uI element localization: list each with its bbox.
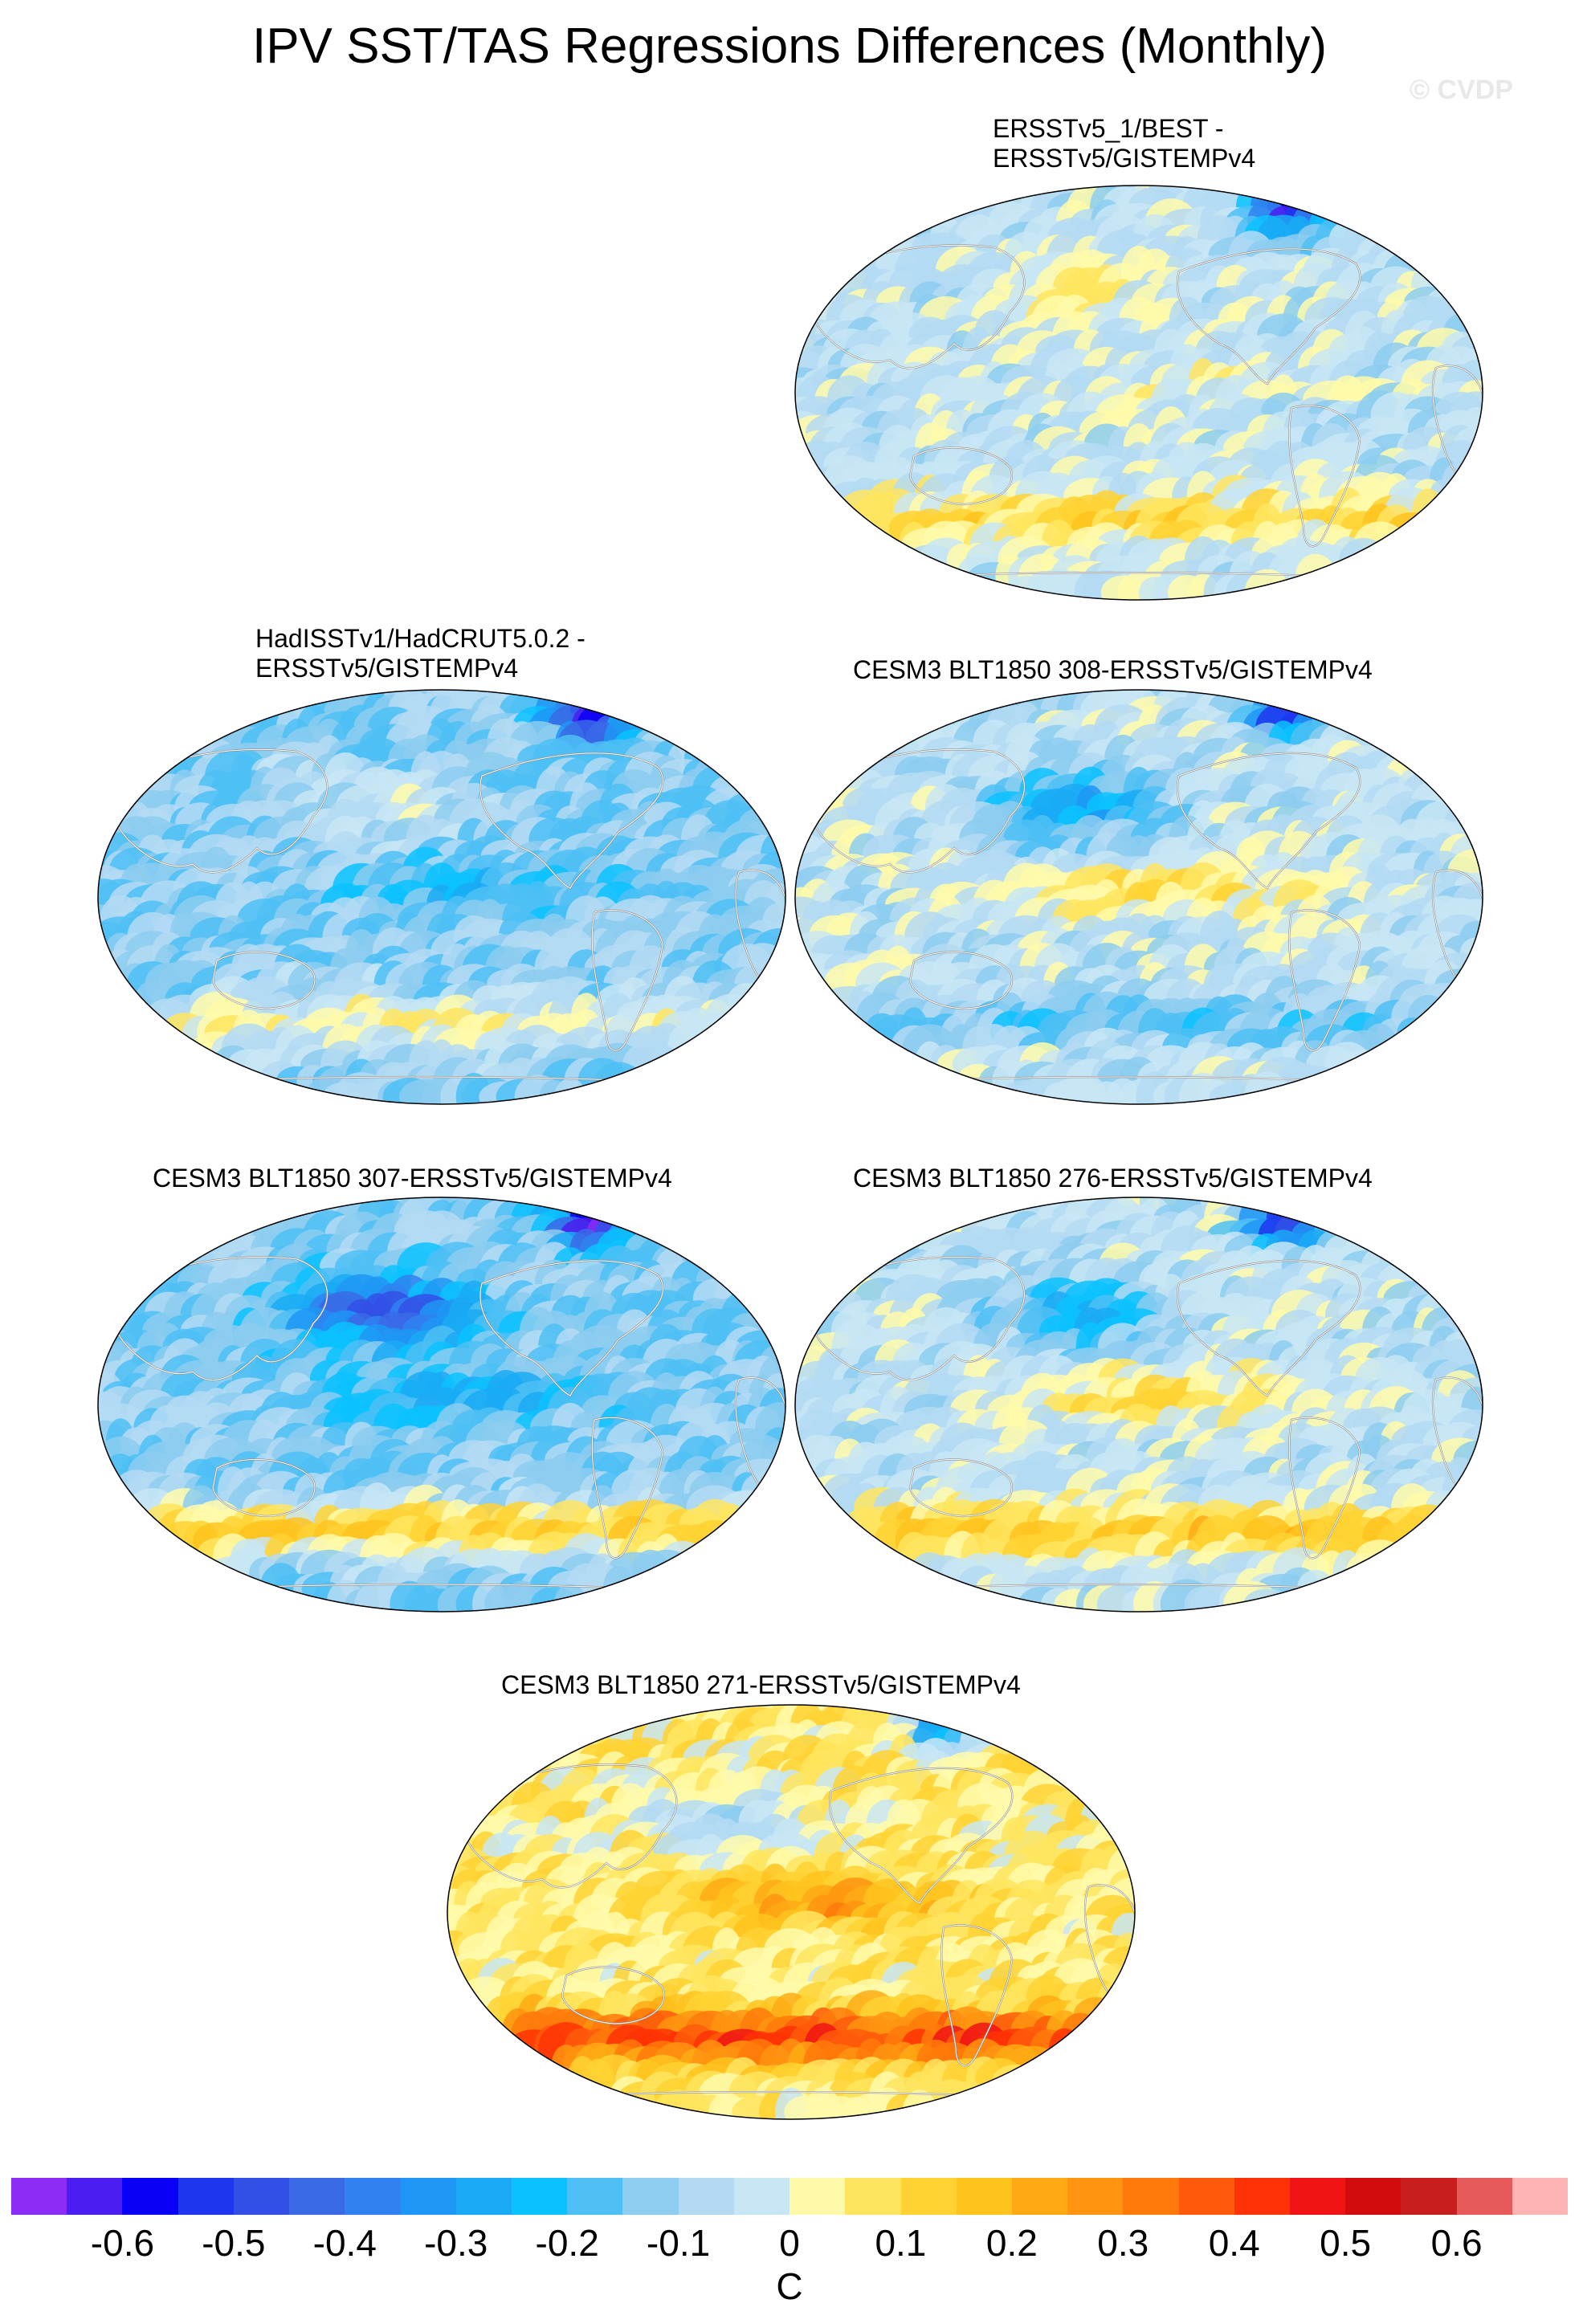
coastline-highlight (212, 951, 316, 1009)
panel-1-title-line1: ERSSTv5_1/BEST - (993, 114, 1224, 143)
panel-1-title: ERSSTv5_1/BEST - ERSSTv5/GISTEMPv4 (993, 114, 1255, 173)
panel-5-title-line1: CESM3 BLT1850 276-ERSSTv5/GISTEMPv4 (853, 1164, 1373, 1193)
field-cell (651, 1046, 683, 1084)
coastline-highlight (1177, 1260, 1361, 1396)
field-cell (602, 1566, 634, 1611)
panel-3-title: CESM3 BLT1850 308-ERSSTv5/GISTEMPv4 (853, 655, 1373, 685)
panel-3-title-line1: CESM3 BLT1850 308-ERSSTv5/GISTEMPv4 (853, 655, 1373, 684)
panel-2-title-line1: HadISSTv1/HadCRUT5.0.2 - (255, 624, 585, 653)
field-cell (1345, 1553, 1382, 1592)
coastline-highlight (1177, 752, 1361, 889)
coastline-highlight (591, 909, 663, 1051)
coastline-highlight (110, 1256, 328, 1380)
coastline-highlight (1177, 248, 1361, 385)
panel-2-map (97, 689, 786, 1105)
coastline-highlight (909, 951, 1013, 1009)
panel-6-title-line1: CESM3 BLT1850 271-ERSSTv5/GISTEMPv4 (501, 1670, 1021, 1699)
field-cell (1297, 1569, 1334, 1608)
field-cell (1408, 994, 1448, 1039)
map-border (794, 1197, 1483, 1613)
panel-2-title-line2: ERSSTv5/GISTEMPv4 (255, 654, 519, 683)
panel-6-title: CESM3 BLT1850 271-ERSSTv5/GISTEMPv4 (501, 1670, 1021, 1700)
coastline-highlight (807, 1256, 1025, 1380)
coastline-highlight (1288, 1417, 1361, 1559)
figure-title: IPV SST/TAS Regressions Differences (Mon… (251, 18, 1328, 74)
coastline-highlight (212, 1458, 316, 1517)
coastline-highlight (807, 244, 1025, 369)
coastline-highlight (1288, 405, 1361, 547)
coastline-highlight (110, 748, 328, 873)
panel-5-title: CESM3 BLT1850 276-ERSSTv5/GISTEMPv4 (853, 1164, 1373, 1193)
panel-5-map (794, 1197, 1483, 1613)
map-border (97, 689, 786, 1105)
cvdp-watermark: © CVDP (1410, 75, 1513, 105)
panel-4-map (97, 1197, 786, 1613)
panel-1-map (794, 185, 1483, 601)
map-border (794, 689, 1483, 1105)
panel-1-title-line2: ERSSTv5/GISTEMPv4 (993, 144, 1256, 173)
coastline-highlight (479, 1260, 663, 1396)
coastline-highlight (591, 1417, 663, 1559)
coastline-highlight (909, 1458, 1013, 1517)
panel-2-title: HadISSTv1/HadCRUT5.0.2 - ERSSTv5/GISTEMP… (255, 624, 585, 683)
panel-6-map (447, 1704, 1136, 2120)
field-cell (1397, 1017, 1427, 1048)
field-cell (639, 1549, 694, 1596)
panel-4-title-line1: CESM3 BLT1850 307-ERSSTv5/GISTEMPv4 (153, 1164, 672, 1193)
map-border (794, 185, 1483, 601)
coastline-highlight (479, 752, 663, 889)
panel-4-title: CESM3 BLT1850 307-ERSSTv5/GISTEMPv4 (153, 1164, 672, 1193)
panel-3-map (794, 689, 1483, 1105)
field-cell (1411, 488, 1445, 536)
coastline-highlight (909, 446, 1013, 505)
field-cell (1295, 553, 1336, 600)
field-cell (1361, 1023, 1398, 1074)
field-cell (690, 1519, 740, 1561)
map-border (97, 1197, 786, 1613)
coastline-highlight (1288, 909, 1361, 1051)
field-cell (1324, 1042, 1372, 1088)
coastline-highlight (807, 748, 1025, 873)
field-cell (1338, 538, 1389, 583)
